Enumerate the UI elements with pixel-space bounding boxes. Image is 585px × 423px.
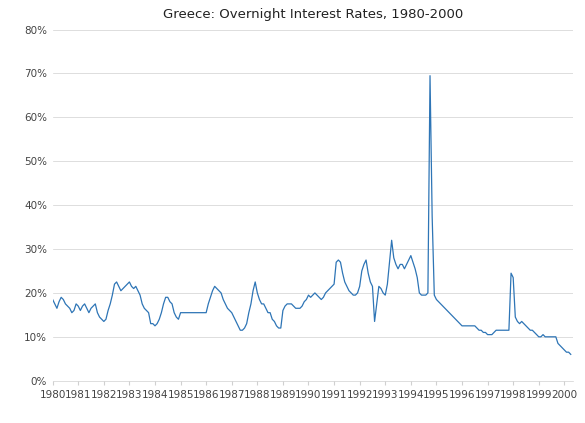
Title: Greece: Overnight Interest Rates, 1980-2000: Greece: Overnight Interest Rates, 1980-2…: [163, 8, 463, 22]
